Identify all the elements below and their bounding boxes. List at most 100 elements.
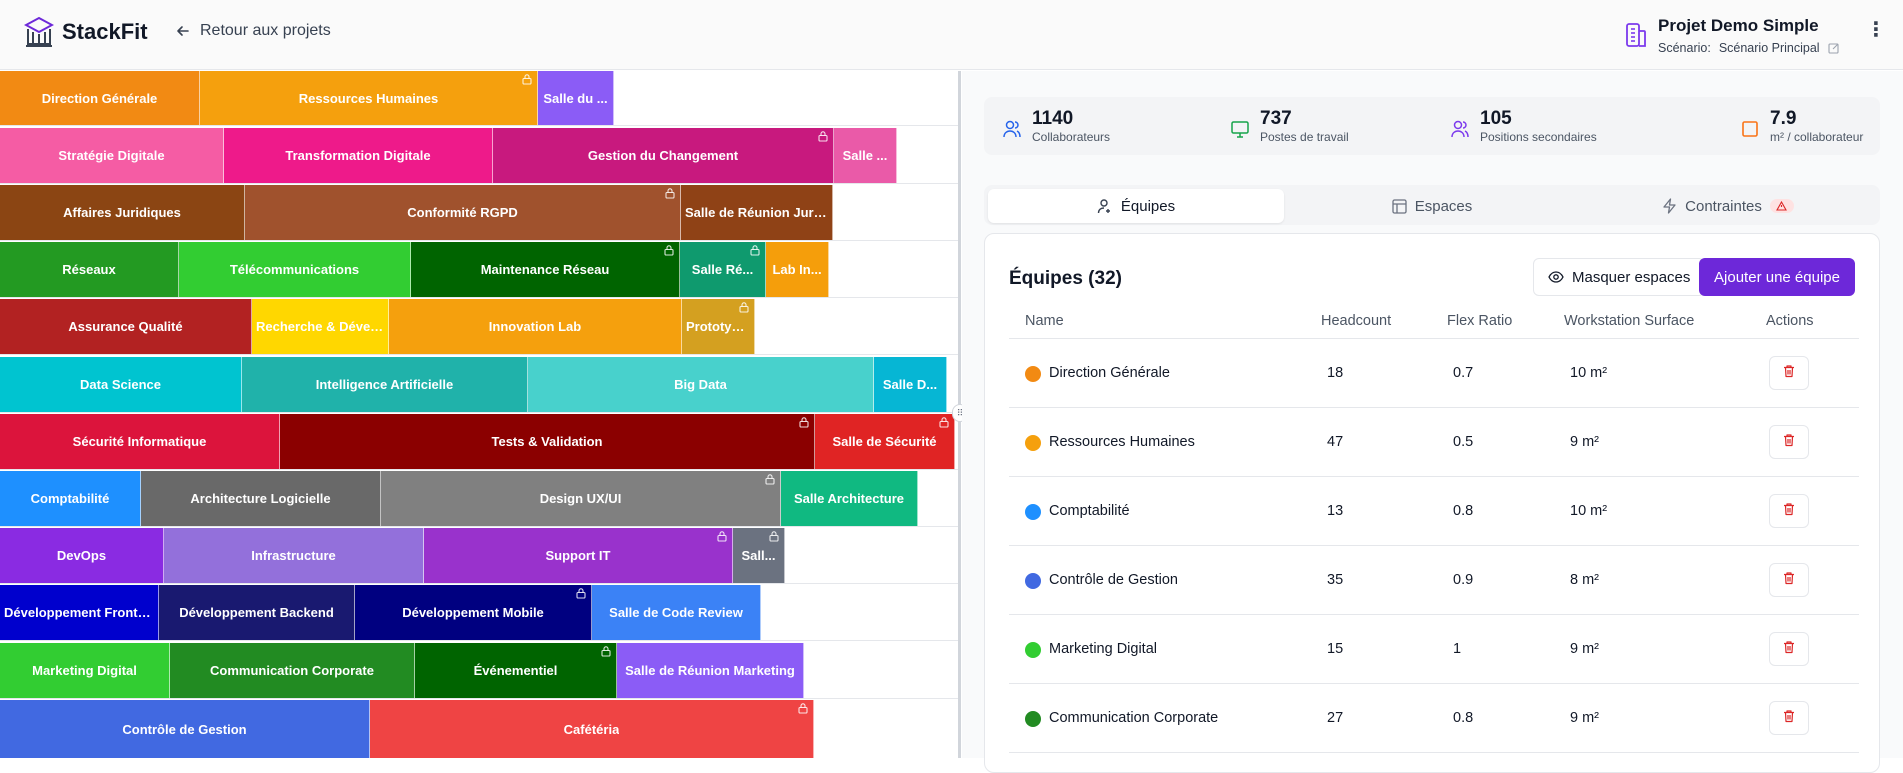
team-name-cell: Contrôle de Gestion <box>1049 572 1178 588</box>
treemap-block[interactable]: Salle de Réunion Juri... <box>681 185 833 240</box>
treemap-block[interactable]: Conformité RGPD <box>245 185 681 240</box>
treemap-block-label: Infrastructure <box>251 548 336 563</box>
table-row[interactable]: Marketing Digital 15 1 9 m² <box>1009 615 1859 684</box>
tab-contraintes[interactable]: Contraintes <box>1580 189 1876 223</box>
treemap-block[interactable]: Recherche & Dével... <box>252 299 389 354</box>
team-name-cell: Ressources Humaines <box>1049 434 1195 450</box>
stat-workstations: 737 Postes de travail <box>1230 109 1349 144</box>
delete-team-button[interactable] <box>1769 356 1809 390</box>
table-row[interactable]: Ressources Humaines 47 0.5 9 m² <box>1009 408 1859 477</box>
treemap-block[interactable]: Infrastructure <box>164 528 424 583</box>
treemap-block[interactable]: Tests & Validation <box>280 414 815 469</box>
treemap-block[interactable]: Salle de Réunion Marketing <box>617 643 804 698</box>
hide-spaces-button[interactable]: Masquer espaces <box>1533 258 1706 296</box>
column-header-flex-ratio[interactable]: Flex Ratio <box>1447 313 1513 329</box>
treemap-block[interactable]: Architecture Logicielle <box>141 471 381 526</box>
treemap-block[interactable]: Design UX/UI <box>381 471 781 526</box>
delete-team-button[interactable] <box>1769 632 1809 666</box>
treemap-block[interactable]: Salle du ... <box>538 71 614 125</box>
column-header-headcount[interactable]: Headcount <box>1321 313 1392 329</box>
treemap-block[interactable]: DevOps <box>0 528 164 583</box>
treemap-block[interactable]: Assurance Qualité <box>0 299 252 354</box>
column-header-name[interactable]: Name <box>1025 313 1064 329</box>
treemap-block[interactable]: Data Science <box>0 357 242 412</box>
treemap-block-label: Salle du ... <box>543 90 608 106</box>
delete-team-button[interactable] <box>1769 425 1809 459</box>
team-flex-ratio-cell: 0.8 <box>1453 503 1474 519</box>
treemap-block[interactable]: Affaires Juridiques <box>0 185 245 240</box>
top-bar: StackFit Retour aux projets Projet Demo … <box>0 0 1903 70</box>
delete-team-button[interactable] <box>1769 701 1809 735</box>
treemap-block[interactable]: Salle de Sécurité <box>815 414 955 469</box>
treemap-block-label: Data Science <box>80 377 161 392</box>
treemap-block[interactable]: Salle de Code Review <box>592 585 761 640</box>
team-color-dot <box>1025 504 1041 520</box>
treemap-block[interactable]: Intelligence Artificielle <box>242 357 528 412</box>
alert-triangle-icon <box>1776 201 1788 211</box>
treemap-block-label: Développement Mobile <box>402 605 544 620</box>
treemap-block-label: Ressources Humaines <box>298 90 439 106</box>
treemap-block[interactable]: Ressources Humaines <box>200 71 538 125</box>
column-header-actions: Actions <box>1766 313 1814 329</box>
treemap-block[interactable]: Développement Backend <box>159 585 355 640</box>
treemap-block[interactable]: Marketing Digital <box>0 643 170 698</box>
more-options-icon[interactable]: ⋮ <box>1866 19 1886 41</box>
treemap-block[interactable]: Lab In... <box>766 242 829 297</box>
treemap-block[interactable]: Salle Ré... <box>680 242 766 297</box>
treemap-block[interactable]: Développement Mobile <box>355 585 592 640</box>
tab-espaces[interactable]: Espaces <box>1284 189 1580 223</box>
treemap-block[interactable]: Innovation Lab <box>389 299 682 354</box>
tab-equipes[interactable]: Équipes <box>988 189 1284 223</box>
app-name: StackFit <box>62 19 148 44</box>
treemap-block-label: Recherche & Dével... <box>256 319 384 334</box>
treemap-block[interactable]: Sall... <box>733 528 785 583</box>
treemap-block[interactable]: Événementiel <box>415 643 617 698</box>
tab-label: Espaces <box>1414 197 1473 215</box>
delete-team-button[interactable] <box>1769 494 1809 528</box>
treemap-block[interactable]: Direction Générale <box>0 71 200 125</box>
treemap-block[interactable]: Comptabilité <box>0 471 141 526</box>
back-to-projects-link[interactable]: Retour aux projets <box>176 22 331 40</box>
treemap-block[interactable]: Support IT <box>424 528 733 583</box>
delete-team-button[interactable] <box>1769 563 1809 597</box>
team-flex-ratio-cell: 0.5 <box>1453 434 1474 450</box>
team-headcount-cell: 13 <box>1327 503 1344 519</box>
treemap-block[interactable]: Maintenance Réseau <box>411 242 680 297</box>
treemap-block[interactable]: Gestion du Changement <box>493 128 834 183</box>
lock-icon <box>663 244 675 256</box>
treemap-block-label: Événementiel <box>473 663 558 678</box>
add-team-button[interactable]: Ajouter une équipe <box>1699 258 1855 296</box>
table-row[interactable]: Comptabilité 13 0.8 10 m² <box>1009 477 1859 546</box>
treemap-block[interactable]: Contrôle de Gestion <box>0 700 370 758</box>
team-surface-cell: 9 m² <box>1570 434 1599 450</box>
treemap-block[interactable]: Communication Corporate <box>170 643 415 698</box>
lock-icon <box>521 73 533 85</box>
brand[interactable]: StackFit <box>24 16 148 48</box>
treemap-block[interactable]: Sécurité Informatique <box>0 414 280 469</box>
table-row[interactable]: Contrôle de Gestion 35 0.9 8 m² <box>1009 546 1859 615</box>
treemap-block[interactable]: Stratégie Digitale <box>0 128 224 183</box>
treemap-block[interactable]: Salle ... <box>834 128 897 183</box>
treemap-block[interactable]: Réseaux <box>0 242 179 297</box>
treemap-block-label: Sécurité Informatique <box>72 434 207 449</box>
team-headcount-cell: 27 <box>1327 710 1344 726</box>
treemap-block[interactable]: Salle D... <box>874 357 947 412</box>
trash-icon <box>1782 433 1796 452</box>
treemap-block[interactable]: Transformation Digitale <box>224 128 493 183</box>
treemap-block[interactable]: Télécommunications <box>179 242 411 297</box>
team-surface-cell: 10 m² <box>1570 503 1608 519</box>
team-name-cell: Direction Générale <box>1049 365 1170 381</box>
table-row[interactable]: Direction Générale 18 0.7 10 m² <box>1009 339 1859 408</box>
treemap-block[interactable]: Cafétéria <box>370 700 814 758</box>
treemap-block[interactable]: Salle Architecture <box>781 471 918 526</box>
treemap-block-label: Salle Ré... <box>691 262 754 277</box>
arrow-left-icon <box>177 26 189 36</box>
table-row[interactable]: Communication Corporate 27 0.8 9 m² <box>1009 684 1859 753</box>
treemap-block[interactable]: Prototyp... <box>682 299 755 354</box>
edit-icon[interactable] <box>1828 42 1840 54</box>
treemap-block-label: Intelligence Artificielle <box>315 377 454 392</box>
treemap-block[interactable]: Big Data <box>528 357 874 412</box>
treemap-block[interactable]: Développement Frontend <box>0 585 159 640</box>
column-header-workstation-surface[interactable]: Workstation Surface <box>1564 313 1695 329</box>
treemap-block-label: Direction Générale <box>41 90 158 106</box>
